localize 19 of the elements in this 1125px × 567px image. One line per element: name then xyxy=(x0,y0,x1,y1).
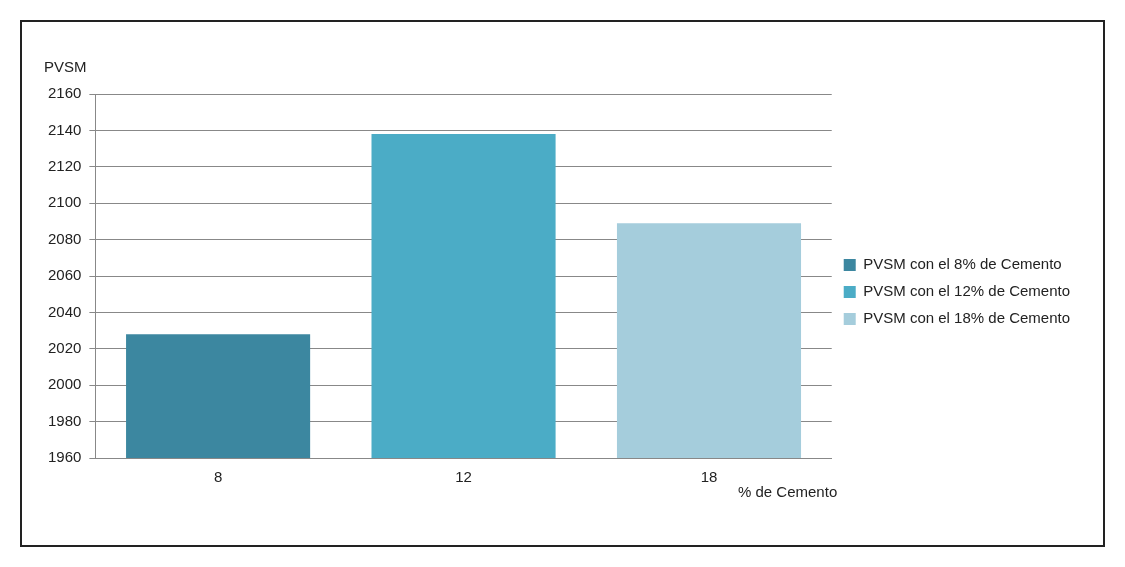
legend-label: PVSM con el 8% de Cemento xyxy=(863,255,1062,273)
x-tick-label: 8 xyxy=(213,468,223,486)
y-tick-label: 2160 xyxy=(47,84,82,102)
x-tick-label: 12 xyxy=(455,468,472,486)
y-tick-label: 2100 xyxy=(47,193,82,211)
y-tick-label: 2040 xyxy=(47,302,82,320)
y-tick-label: 2000 xyxy=(47,375,82,393)
y-tick-label: 2140 xyxy=(47,120,82,138)
legend-label: PVSM con el 12% de Cemento xyxy=(863,282,1070,300)
y-tick-label: 1960 xyxy=(47,448,82,466)
y-tick-label: 2080 xyxy=(47,229,82,247)
y-tick-label: 1980 xyxy=(47,411,82,429)
legend-label: PVSM con el 18% de Cemento xyxy=(863,309,1070,327)
y-tick-label: 2060 xyxy=(47,266,82,284)
y-axis-title: PVSM xyxy=(44,58,87,75)
x-tick-label: 18 xyxy=(700,468,718,486)
y-tick-label: 2020 xyxy=(47,338,82,356)
x-axis-title: % de Cemento xyxy=(738,483,838,500)
y-tick-label: 2120 xyxy=(47,156,82,174)
